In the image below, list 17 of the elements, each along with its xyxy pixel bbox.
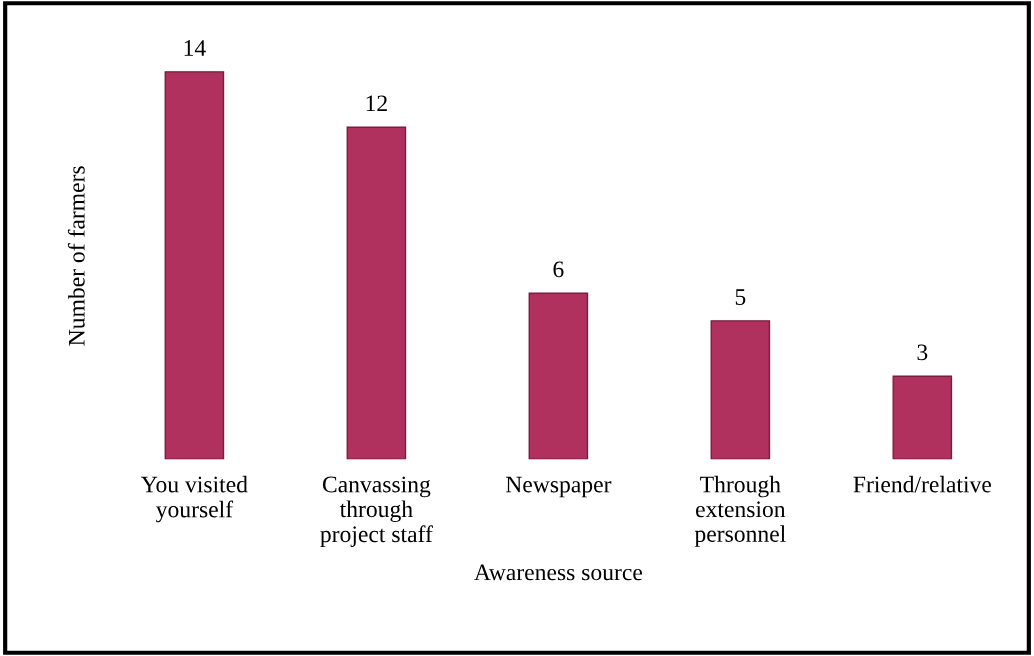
x-tick-label: Through extension personnel xyxy=(694,475,786,547)
bar xyxy=(892,375,953,460)
bar xyxy=(346,126,407,460)
bar xyxy=(528,292,589,460)
bar xyxy=(164,71,225,460)
x-axis-title: Awareness source xyxy=(474,564,643,581)
bar xyxy=(710,320,771,460)
x-tick-label: Friend/relative xyxy=(853,475,992,493)
data-label: 5 xyxy=(735,289,746,305)
y-axis-title: Number of farmers xyxy=(67,166,85,346)
x-tick-label: Newspaper xyxy=(505,476,612,498)
x-tick-label: You visited yourself xyxy=(141,475,248,523)
data-label: 12 xyxy=(366,95,387,112)
x-tick-label: Canvassing through project staff xyxy=(320,476,433,548)
data-label: 3 xyxy=(917,344,928,361)
data-label: 14 xyxy=(184,40,206,56)
data-label: 6 xyxy=(553,261,564,278)
